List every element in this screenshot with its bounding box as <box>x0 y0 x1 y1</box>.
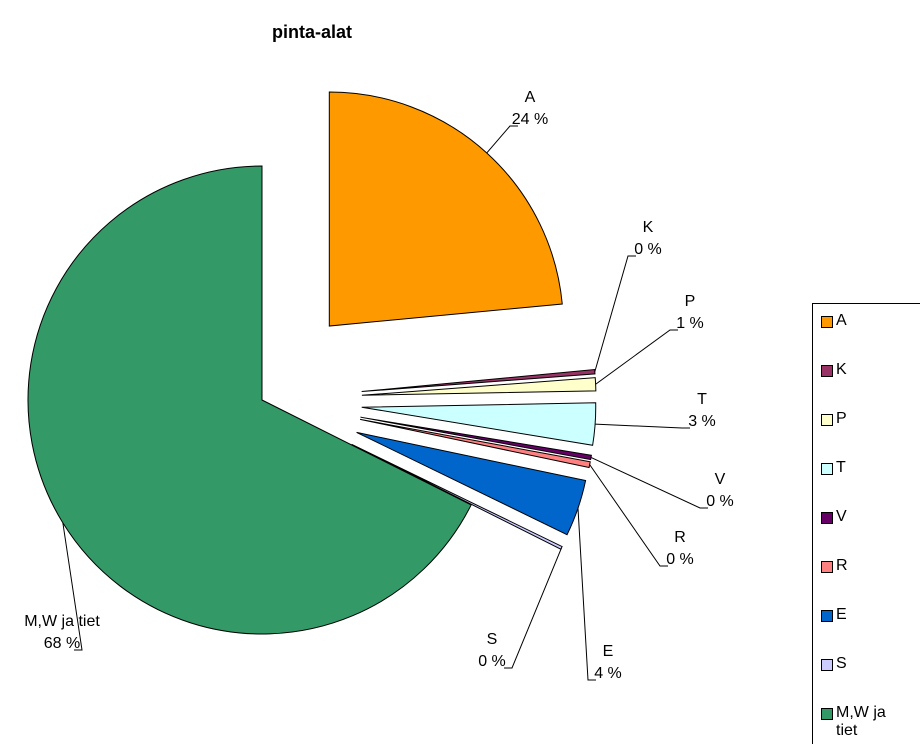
pie-slice <box>27 165 472 635</box>
legend-label: E <box>836 606 847 623</box>
slice-value-label: 24 % <box>512 111 548 128</box>
slice-value-label: 1 % <box>676 315 704 332</box>
legend-item: R <box>821 557 911 575</box>
legend-swatch <box>821 561 833 573</box>
legend-item: A <box>821 312 911 330</box>
slice-label: R <box>674 529 686 546</box>
slice-label: P <box>685 293 696 310</box>
legend-swatch <box>821 414 833 426</box>
slice-value-label: 68 % <box>44 635 80 652</box>
legend-item: V <box>821 508 911 526</box>
leader-line <box>595 423 690 429</box>
legend-label: V <box>836 508 847 525</box>
legend-label: R <box>836 557 848 574</box>
legend-item: T <box>821 459 911 477</box>
slice-label: A <box>525 89 536 106</box>
pie-slice <box>360 416 592 461</box>
legend-item: S <box>821 655 911 673</box>
legend-swatch <box>821 512 833 524</box>
legend-swatch <box>821 708 833 720</box>
slice-label: T <box>697 391 707 408</box>
legend-swatch <box>821 610 833 622</box>
pie-slice <box>361 368 596 393</box>
leader-line <box>590 456 708 509</box>
slice-label: K <box>643 219 654 236</box>
legend-swatch <box>821 659 833 671</box>
leader-line <box>589 464 668 567</box>
slice-label: V <box>715 471 726 488</box>
legend-swatch <box>821 365 833 377</box>
legend-label: P <box>836 410 847 427</box>
legend-label: A <box>836 312 847 329</box>
pie-slice <box>356 431 587 536</box>
legend-swatch <box>821 316 833 328</box>
slice-value-label: 3 % <box>688 413 716 430</box>
slice-value-label: 0 % <box>478 653 506 670</box>
legend-label: M,W ja tiet <box>836 704 886 739</box>
legend-item: E <box>821 606 911 624</box>
leader-line <box>504 547 562 669</box>
chart-title: pinta-alat <box>272 22 352 42</box>
leader-line <box>486 125 518 154</box>
slice-label: M,W ja tiet <box>24 613 100 630</box>
pie-slice <box>361 377 597 396</box>
leader-line <box>62 522 83 651</box>
legend-item: P <box>821 410 911 428</box>
legend-label: S <box>836 655 847 672</box>
leader-line <box>595 329 678 385</box>
legend: A K P T V R E S M,W ja tiet <box>812 303 920 744</box>
legend-item: K <box>821 361 911 379</box>
slice-label: S <box>487 631 498 648</box>
leader-line <box>594 255 636 372</box>
slice-label: E <box>603 643 614 660</box>
leader-line <box>577 508 596 681</box>
slice-value-label: 0 % <box>706 493 734 510</box>
legend-label: T <box>836 459 846 476</box>
slice-value-label: 4 % <box>594 665 622 682</box>
legend-label: K <box>836 361 847 378</box>
slice-value-label: 0 % <box>666 551 694 568</box>
legend-item: M,W ja tiet <box>821 704 911 740</box>
legend-swatch <box>821 463 833 475</box>
slice-value-label: 0 % <box>634 241 662 258</box>
